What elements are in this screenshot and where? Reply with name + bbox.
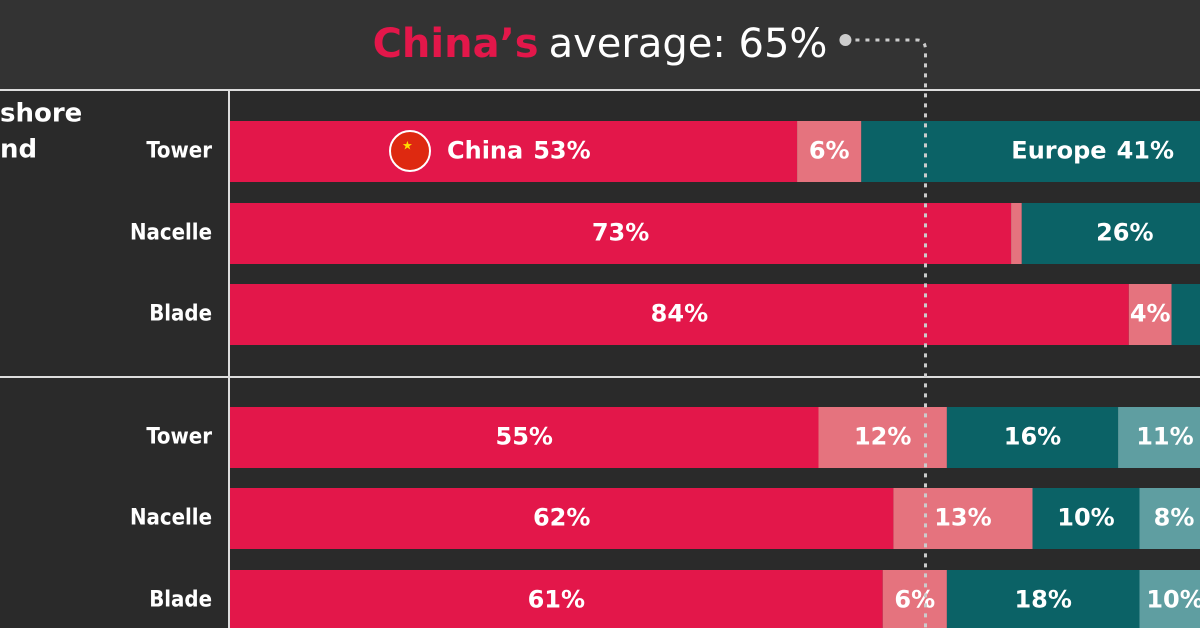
value-label: 8% <box>1154 504 1195 532</box>
row-label: Blade <box>149 588 212 613</box>
value-label: 41% <box>1117 137 1174 165</box>
value-label: 55% <box>496 423 553 451</box>
svg-text:★: ★ <box>402 139 413 153</box>
bar-segment <box>882 570 947 628</box>
bar-segment <box>230 121 798 182</box>
bar-segment <box>1128 284 1172 345</box>
value-label: 12% <box>854 423 911 451</box>
row-label: Nacelle <box>130 506 212 531</box>
bar-segment <box>797 121 862 182</box>
title-highlight: China’s <box>373 21 539 67</box>
bar-segment <box>946 407 1119 468</box>
bar-segment <box>893 488 1033 549</box>
bar-segment <box>1011 203 1022 264</box>
title: China’s average: 65% <box>373 21 828 67</box>
value-label: 61% <box>528 586 585 614</box>
title-text: average: 65% <box>549 21 828 67</box>
bar-segment <box>1021 203 1200 264</box>
china-flag: ★ <box>389 130 431 172</box>
value-label: 73% <box>592 219 649 247</box>
group-label: shore <box>0 99 82 129</box>
bar-segment <box>1139 488 1200 549</box>
series-name: China <box>447 137 523 165</box>
header-band <box>0 0 1200 90</box>
bar-segment <box>230 407 819 468</box>
value-label: 84% <box>651 300 708 328</box>
row-label: Blade <box>149 302 212 327</box>
bar-segment <box>230 203 1012 264</box>
row-label: Tower <box>146 139 212 164</box>
value-label: 10% <box>1146 586 1200 614</box>
value-label: 10% <box>1057 504 1114 532</box>
bar-segment <box>230 488 894 549</box>
group-label: nd <box>0 135 37 165</box>
series-name: Europe <box>1011 137 1106 165</box>
value-label: 18% <box>1014 586 1071 614</box>
value-label: 16% <box>1004 423 1061 451</box>
row-label: Tower <box>146 425 212 450</box>
bar-segment <box>1118 407 1200 468</box>
bar-segment <box>230 284 1129 345</box>
average-line <box>845 38 927 628</box>
value-label: 6% <box>894 586 935 614</box>
value-label: 11% <box>1136 423 1193 451</box>
value-label: 26% <box>1096 219 1153 247</box>
value-label: 53% <box>533 137 590 165</box>
value-label: 4% <box>1130 300 1171 328</box>
bar-segment <box>946 570 1140 628</box>
value-label: 6% <box>809 137 850 165</box>
bar-segment <box>1032 488 1140 549</box>
value-label: 13% <box>934 504 991 532</box>
bar-segment <box>1139 570 1200 628</box>
bar-segment <box>230 570 883 628</box>
value-label: 62% <box>533 504 590 532</box>
bar-segment <box>861 121 1200 182</box>
bar-segment <box>1171 284 1200 345</box>
row-label: Nacelle <box>130 221 212 246</box>
